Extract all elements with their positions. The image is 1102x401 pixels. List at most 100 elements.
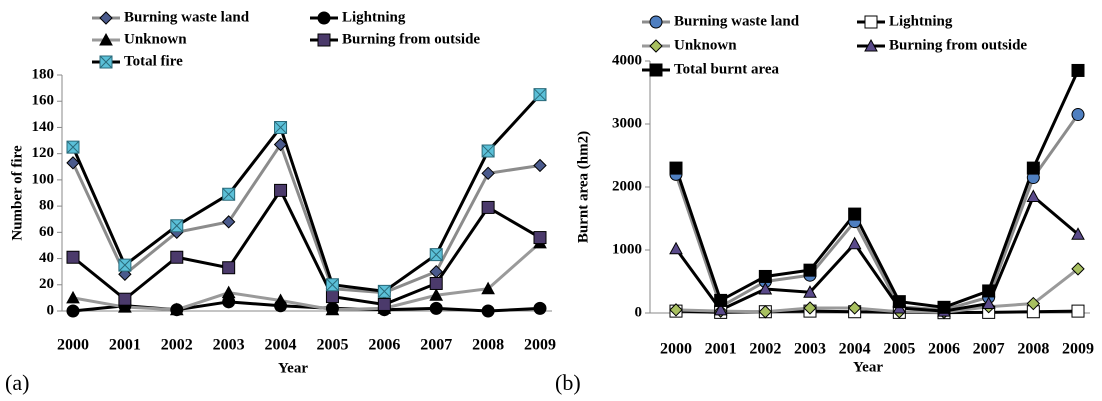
legend-marker <box>649 15 663 29</box>
series-line <box>72 241 541 312</box>
x-tick-label: 2009 <box>1062 341 1094 358</box>
marker <box>758 282 773 295</box>
series-line <box>674 113 1080 312</box>
legend-label: Burning from outside <box>889 37 1027 53</box>
marker <box>533 158 547 173</box>
y-tick-label: 20 <box>39 276 54 292</box>
marker <box>714 293 728 307</box>
legend-label: Lightning <box>889 13 953 29</box>
marker <box>429 276 443 290</box>
marker <box>170 250 184 264</box>
marker <box>669 241 683 255</box>
marker <box>429 288 444 301</box>
marker <box>273 293 288 307</box>
marker <box>118 292 132 306</box>
legend-label: Lightning <box>342 9 406 25</box>
marker <box>221 215 236 229</box>
marker <box>429 301 443 315</box>
x-tick-label: 2009 <box>524 337 556 354</box>
legend-marker <box>649 39 663 53</box>
x-tick-label: 2001 <box>109 337 141 354</box>
x-axis-title: Year <box>853 359 883 375</box>
marker <box>937 300 951 314</box>
legend-label: Total fire <box>124 53 183 69</box>
marker <box>66 140 80 154</box>
legend-label: Unknown <box>124 31 187 47</box>
y-tick-label: 120 <box>32 145 55 161</box>
series-line <box>71 93 542 293</box>
marker <box>847 236 862 250</box>
marker <box>1071 262 1085 276</box>
marker <box>66 250 80 264</box>
legend-marker <box>99 55 113 69</box>
legend-label: Total burnt area <box>674 61 780 77</box>
marker <box>377 284 391 298</box>
y-axis-title: Burnt area (hm2) <box>575 131 591 243</box>
marker <box>481 281 495 295</box>
y-axis-title: Number of fire <box>9 145 25 241</box>
x-tick-label: 2008 <box>1017 341 1049 358</box>
series-line <box>674 193 1079 313</box>
marker <box>429 248 443 262</box>
panel-label: (b) <box>555 370 581 395</box>
x-tick-label: 2003 <box>794 341 826 358</box>
x-tick-label: 2005 <box>316 337 348 354</box>
marker <box>66 290 80 304</box>
y-tick-label: 80 <box>39 198 54 214</box>
marker <box>325 278 339 292</box>
marker <box>66 156 80 170</box>
x-tick-label: 2000 <box>660 341 692 358</box>
marker <box>481 304 495 318</box>
marker <box>273 137 288 152</box>
x-tick-label: 2001 <box>705 341 737 358</box>
marker <box>1026 161 1040 175</box>
y-tick-label: 0 <box>635 304 643 320</box>
marker <box>169 302 184 316</box>
y-tick-label: 0 <box>47 302 55 318</box>
y-tick-label: 40 <box>39 250 54 266</box>
marker <box>222 261 236 275</box>
marker <box>481 144 495 158</box>
legend-marker <box>99 11 113 25</box>
marker <box>713 302 728 316</box>
legend-marker <box>864 38 878 52</box>
marker <box>66 304 80 318</box>
x-tick-label: 2002 <box>749 341 781 358</box>
marker <box>1071 304 1085 318</box>
legend-label: Burning waste land <box>124 9 250 25</box>
y-tick-label: 1000 <box>612 241 642 257</box>
series-line <box>71 141 541 295</box>
x-tick-label: 2008 <box>472 337 504 354</box>
marker <box>758 305 773 319</box>
y-tick-label: 2000 <box>612 178 642 194</box>
marker <box>274 120 288 134</box>
x-tick-label: 2006 <box>368 337 400 354</box>
y-tick-label: 4000 <box>612 52 642 68</box>
legend-marker <box>317 11 331 25</box>
marker <box>1026 296 1041 311</box>
legend-label: Unknown <box>674 37 737 53</box>
legend-marker <box>649 63 663 77</box>
marker <box>1071 63 1085 77</box>
marker <box>221 285 236 299</box>
marker <box>892 295 906 309</box>
x-tick-label: 2006 <box>928 341 960 358</box>
marker <box>533 88 547 102</box>
marker <box>847 301 862 315</box>
marker <box>533 301 547 315</box>
y-tick-label: 180 <box>32 66 55 82</box>
x-tick-label: 2007 <box>420 337 452 354</box>
legend-marker <box>864 15 878 29</box>
marker <box>803 285 817 298</box>
marker <box>981 296 996 310</box>
series-line <box>675 267 1079 314</box>
x-tick-label: 2002 <box>161 337 193 354</box>
marker <box>803 263 817 277</box>
legend-marker <box>99 32 113 46</box>
y-tick-label: 100 <box>32 171 55 187</box>
series-line <box>674 69 1080 309</box>
x-tick-label: 2005 <box>883 341 915 358</box>
marker <box>481 200 495 214</box>
marker <box>222 187 236 201</box>
